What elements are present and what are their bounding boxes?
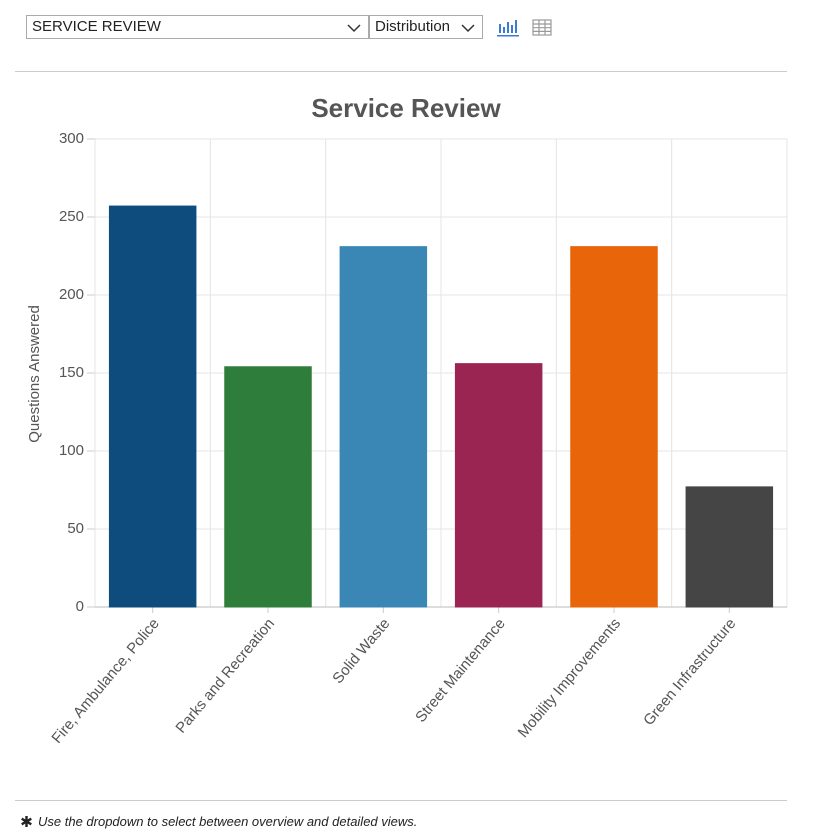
mode-dropdown-text: Distribution <box>375 18 451 35</box>
bar <box>339 246 428 608</box>
bar <box>224 366 312 608</box>
x-tick-label: Street Maintenance <box>412 615 509 726</box>
y-tick-label: 50 <box>67 520 84 537</box>
divider <box>15 71 787 72</box>
x-tick-label: Parks and Recreation <box>172 615 278 736</box>
chevron <box>347 24 361 33</box>
x-tick-label: Solid Waste <box>329 615 393 687</box>
y-tick-label: 250 <box>59 208 84 225</box>
x-tick-label: Fire, Ambulance, Police <box>48 615 162 747</box>
bar <box>570 246 658 608</box>
footnote: Use the dropdown to select between overv… <box>38 814 418 829</box>
x-tick-label: Green Infrastructure <box>640 615 739 729</box>
bar <box>685 486 774 608</box>
y-tick-label: 300 <box>59 130 84 147</box>
bar <box>454 363 543 608</box>
asterisk-icon <box>21 816 32 827</box>
y-tick-label: 200 <box>59 286 84 303</box>
table-view-icon[interactable] <box>532 19 552 36</box>
divider <box>15 800 787 801</box>
mode-dropdown[interactable]: Distribution <box>369 15 483 39</box>
chart-title: Service Review <box>311 93 501 123</box>
chevron <box>461 24 475 33</box>
y-tick-label: 0 <box>76 598 84 615</box>
view-dropdown[interactable]: SERVICE REVIEW <box>26 15 369 39</box>
chart: Service Review Questions Answered 0 50 100… <box>26 93 788 747</box>
bar <box>108 205 197 608</box>
y-axis-label: Questions Answered <box>26 305 43 443</box>
y-tick-label: 100 <box>59 442 84 459</box>
y-tick-label: 150 <box>59 364 84 381</box>
x-tick-label: Mobility Improvements <box>515 615 624 741</box>
view-dropdown-text: SERVICE REVIEW <box>32 18 161 35</box>
chart-view-icon[interactable] <box>497 18 519 38</box>
